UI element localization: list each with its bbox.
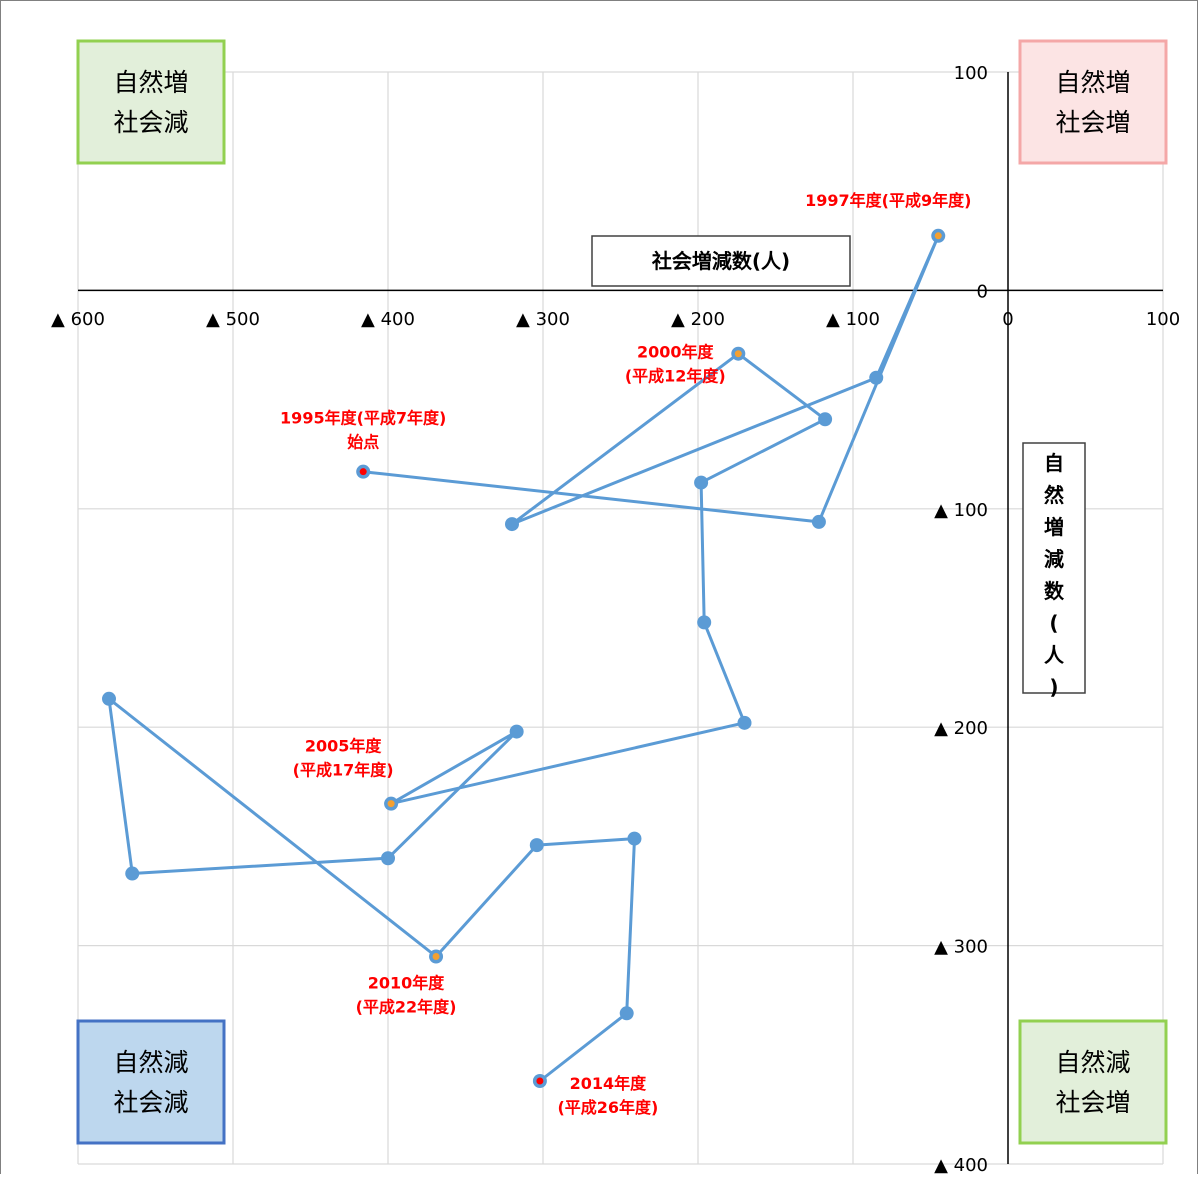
gridlines bbox=[77, 71, 1164, 1165]
annotation-2: 1997年度(平成9年度) bbox=[805, 191, 971, 210]
y-axis-title-char: 自 bbox=[1044, 451, 1064, 475]
data-point bbox=[737, 715, 752, 730]
y-axis-title-char: ) bbox=[1049, 675, 1058, 699]
annotation-text: 始点 bbox=[347, 433, 379, 452]
y-axis-title-char: 然 bbox=[1044, 483, 1064, 507]
quadrant-box bbox=[1018, 1019, 1168, 1145]
x-tick-label: ▲ 200 bbox=[671, 309, 725, 330]
annotation-text: 1997年度(平成9年度) bbox=[805, 191, 971, 210]
data-point bbox=[619, 1006, 634, 1021]
y-axis-title-text: 自然増減数 ( 人) bbox=[1044, 451, 1065, 699]
quadrant-text: 自然増 bbox=[113, 68, 188, 97]
milestone-marker bbox=[934, 232, 942, 240]
data-point bbox=[381, 851, 395, 866]
annotation-text: 2005年度 bbox=[305, 737, 383, 756]
quadrant-box bbox=[76, 39, 226, 165]
data-point bbox=[694, 475, 709, 490]
y-axis-title-char: ( bbox=[1049, 611, 1058, 635]
quadrant-text: 自然減 bbox=[113, 1048, 188, 1077]
data-point bbox=[505, 517, 519, 532]
y-axis-title-char: 減 bbox=[1044, 547, 1064, 571]
y-axis-title-char: 人 bbox=[1044, 643, 1065, 667]
series-line bbox=[107, 234, 940, 1083]
endpoint-marker bbox=[536, 1077, 544, 1085]
x-tick-label: 100 bbox=[1146, 309, 1180, 330]
annotation-text: 2010年度 bbox=[368, 974, 446, 993]
x-axis-title-text: 社会増減数(人) bbox=[651, 249, 790, 273]
y-tick-label: ▲ 200 bbox=[934, 718, 988, 739]
axes: ▲ 600 ▲ 500 ▲ 400 ▲ 300 ▲ 200 ▲ 100 0 100 100 0 ▲ … bbox=[51, 63, 1180, 1176]
y-tick-label: ▲ 400 bbox=[934, 1155, 988, 1174]
endpoint-marker bbox=[359, 468, 367, 476]
quadrant-box bbox=[76, 1019, 226, 1145]
annotation-10: 2005年度 (平成17年度) bbox=[293, 737, 394, 780]
y-axis-title-char: 増 bbox=[1044, 515, 1064, 539]
annotation-0: 1995年度(平成7年度) 始点 bbox=[280, 409, 446, 452]
annotation-15: 2010年度 (平成22年度) bbox=[356, 974, 457, 1017]
x-tick-label: ▲ 400 bbox=[361, 309, 415, 330]
x-tick-label: 0 bbox=[1002, 309, 1013, 330]
quadrant-text: 自然増 bbox=[1055, 68, 1130, 97]
milestone-marker bbox=[734, 350, 742, 358]
y-tick-label: ▲ 100 bbox=[934, 500, 988, 521]
milestone-marker bbox=[432, 953, 440, 961]
annotation-text: (平成12年度) bbox=[625, 367, 726, 386]
axis-titles: 社会増減数(人) 自然増減数 ( 人) bbox=[591, 235, 1086, 699]
quadrant-text: 社会増 bbox=[1055, 108, 1130, 137]
x-axis-title: 社会増減数(人) bbox=[591, 235, 851, 287]
annotation-text: (平成17年度) bbox=[293, 761, 394, 780]
annotation-text: (平成22年度) bbox=[356, 998, 457, 1017]
quadrant-text: 社会減 bbox=[113, 108, 188, 137]
annotation-5: 2000年度 (平成12年度) bbox=[625, 343, 726, 386]
series-path bbox=[107, 234, 940, 1083]
annotation-text: 2000年度 bbox=[637, 343, 715, 362]
milestone-marker bbox=[387, 800, 395, 808]
y-tick-label: ▲ 300 bbox=[934, 937, 988, 958]
x-tick-label: ▲ 300 bbox=[516, 309, 570, 330]
data-point bbox=[627, 831, 642, 846]
data-point bbox=[509, 724, 524, 739]
x-tick-label: ▲ 100 bbox=[826, 309, 880, 330]
data-point bbox=[811, 514, 826, 529]
y-tick-label: 100 bbox=[954, 63, 988, 84]
quadrant-text: 社会増 bbox=[1055, 1088, 1130, 1117]
x-tick-label: ▲ 600 bbox=[51, 309, 105, 330]
data-point bbox=[529, 838, 544, 853]
annotation-text: 2014年度 bbox=[570, 1074, 648, 1093]
quadrant-text: 社会減 bbox=[113, 1088, 188, 1117]
x-tick-label: ▲ 500 bbox=[206, 309, 260, 330]
quadrant-text: 自然減 bbox=[1055, 1048, 1130, 1077]
quadrant-box bbox=[1018, 39, 1168, 165]
annotation-text: (平成26年度) bbox=[557, 1098, 658, 1117]
data-point bbox=[869, 370, 884, 385]
data-point bbox=[125, 866, 140, 881]
y-axis-title-char: 数 bbox=[1044, 579, 1065, 603]
data-point bbox=[102, 691, 116, 706]
data-point bbox=[697, 615, 712, 630]
x-axis-title-box bbox=[591, 235, 851, 287]
annotation-19: 2014年度 (平成26年度) bbox=[557, 1074, 658, 1117]
y-axis-title-box bbox=[1022, 442, 1086, 694]
annotation-text: 1995年度(平成7年度) bbox=[280, 409, 446, 428]
data-point bbox=[818, 412, 833, 427]
annotations: 1995年度(平成7年度) 始点 1997年度(平成9年度) 2000年度 (平成12年… bbox=[280, 191, 971, 1117]
data-points bbox=[102, 228, 946, 1089]
y-axis-title: 自然増減数 ( 人) bbox=[1022, 442, 1086, 699]
y-tick-label: 0 bbox=[977, 281, 988, 302]
